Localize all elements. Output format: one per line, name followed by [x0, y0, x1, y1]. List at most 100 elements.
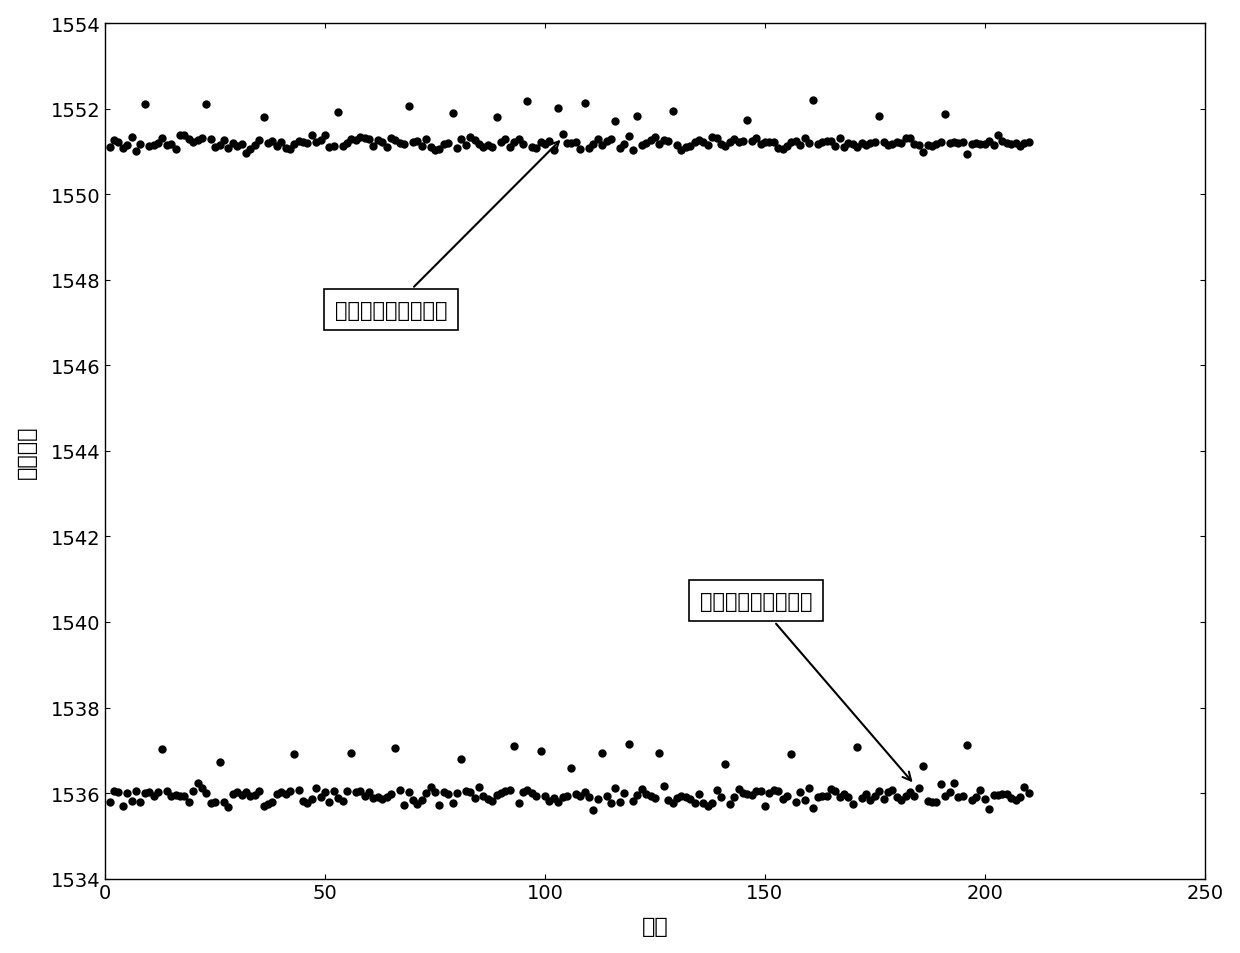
Point [394, 137, 414, 152]
Point [759, 785, 779, 801]
Point [750, 784, 770, 800]
Point [332, 793, 352, 808]
Point [196, 98, 216, 113]
Point [861, 136, 880, 152]
Point [584, 137, 604, 152]
Point [118, 786, 138, 801]
Point [218, 800, 238, 815]
Point [807, 137, 827, 152]
Point [153, 742, 172, 758]
Point [408, 797, 428, 812]
Point [931, 777, 951, 792]
Point [565, 135, 585, 151]
Point [477, 138, 497, 153]
Point [218, 141, 238, 156]
Point [513, 137, 533, 152]
Point [1006, 136, 1025, 152]
Point [381, 132, 401, 147]
Point [926, 137, 946, 152]
Point [588, 792, 608, 807]
Point [363, 790, 383, 805]
Point [394, 798, 414, 813]
Point [619, 130, 639, 145]
Point [777, 140, 797, 155]
Point [113, 141, 133, 156]
Point [676, 140, 696, 155]
Point [671, 143, 691, 158]
Text: 居点１（干扰明显）: 居点１（干扰明显） [335, 142, 559, 320]
Point [272, 785, 291, 801]
Point [170, 129, 190, 144]
Point [408, 134, 428, 150]
Point [610, 794, 630, 809]
Point [104, 132, 124, 148]
Point [372, 792, 392, 807]
Point [539, 134, 559, 150]
Point [904, 137, 924, 152]
Point [653, 779, 673, 794]
Point [866, 788, 885, 803]
Point [381, 786, 401, 801]
Point [869, 110, 889, 125]
Point [474, 140, 494, 155]
Point [267, 786, 286, 801]
Point [988, 129, 1008, 144]
Point [838, 136, 858, 152]
Point [417, 785, 436, 801]
Point [847, 740, 867, 755]
Point [821, 781, 841, 797]
Point [720, 135, 740, 151]
Point [139, 139, 159, 154]
Point [957, 147, 977, 162]
Point [746, 783, 766, 799]
Point [201, 795, 221, 810]
Point [258, 797, 278, 812]
Point [918, 138, 937, 153]
Point [205, 140, 224, 155]
Point [593, 746, 613, 761]
Point [830, 789, 849, 804]
Point [517, 94, 537, 110]
Point [254, 799, 274, 814]
Point [658, 134, 678, 150]
Point [773, 791, 792, 806]
Point [241, 142, 260, 157]
Point [355, 788, 374, 803]
Point [579, 142, 599, 157]
Point [738, 113, 758, 129]
Point [324, 140, 343, 155]
Point [161, 789, 181, 804]
Point [469, 137, 489, 152]
Point [346, 785, 366, 801]
Point [562, 136, 582, 152]
Point [975, 137, 994, 152]
Point [992, 787, 1012, 802]
Point [795, 793, 815, 808]
Point [377, 141, 397, 156]
Point [130, 795, 150, 810]
Point [289, 134, 309, 150]
Point [574, 96, 594, 112]
Y-axis label: 中心波长: 中心波长 [16, 425, 37, 478]
Point [386, 133, 405, 149]
Point [601, 796, 621, 811]
Point [992, 133, 1012, 149]
Point [971, 783, 991, 799]
Point [1019, 785, 1039, 801]
Point [148, 136, 167, 152]
Point [689, 786, 709, 801]
Point [835, 787, 854, 802]
Point [531, 743, 551, 759]
Point [681, 791, 701, 806]
Point [790, 138, 810, 153]
Point [720, 797, 740, 812]
Point [126, 145, 146, 160]
Point [1002, 790, 1022, 805]
Point [275, 786, 295, 801]
Point [293, 135, 312, 151]
Point [324, 783, 343, 799]
Point [826, 783, 846, 799]
Point [574, 784, 594, 800]
Point [1002, 137, 1022, 152]
Point [108, 135, 128, 151]
